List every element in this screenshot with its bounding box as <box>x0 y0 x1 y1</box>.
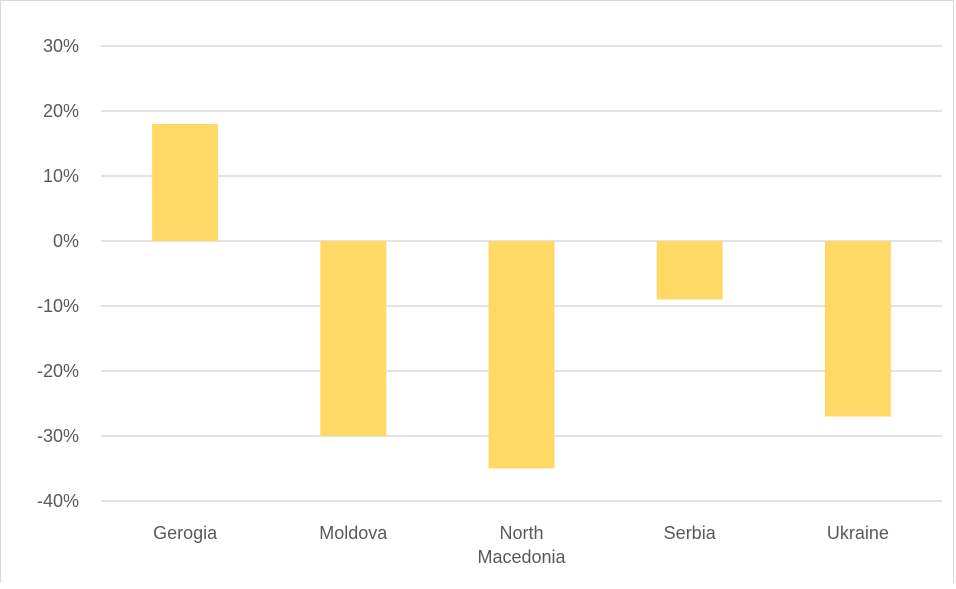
y-tick-label: -30% <box>37 426 79 446</box>
bar-moldova <box>320 241 387 436</box>
x-category-label: Serbia <box>664 523 717 543</box>
bar-north-macedonia <box>488 241 555 469</box>
y-tick-label: 30% <box>43 36 79 56</box>
y-axis-tick-labels: 30% 20% 10% 0% -10% -20% -30% -40% <box>37 36 79 511</box>
y-tick-label: -20% <box>37 361 79 381</box>
y-tick-label: 0% <box>53 231 79 251</box>
y-tick-label: -40% <box>37 491 79 511</box>
x-category-label: Gerogia <box>153 523 218 543</box>
x-category-label: Moldova <box>319 523 388 543</box>
x-category-label: Ukraine <box>827 523 889 543</box>
bar-gerogia <box>152 124 219 241</box>
bar-serbia <box>656 241 723 300</box>
x-category-label: North Macedonia <box>477 523 566 567</box>
bars <box>152 124 891 469</box>
y-tick-label: -10% <box>37 296 79 316</box>
y-tick-label: 20% <box>43 101 79 121</box>
y-tick-label: 10% <box>43 166 79 186</box>
x-axis-category-labels: Gerogia Moldova North Macedonia Serbia Ukrain… <box>153 523 889 567</box>
bar-ukraine <box>824 241 891 417</box>
